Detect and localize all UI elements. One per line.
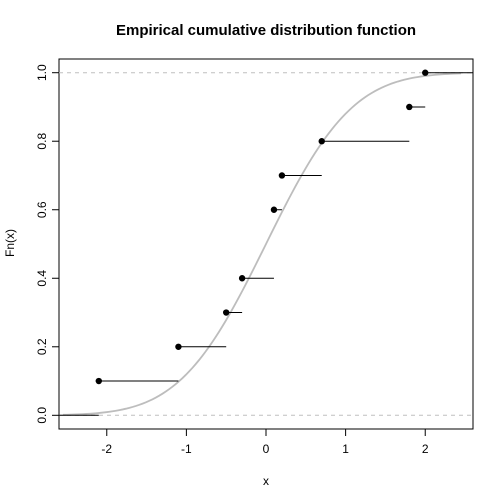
y-tick-label: 0.6: [35, 201, 49, 218]
step-point: [318, 138, 325, 145]
x-axis-label: x: [263, 474, 269, 488]
y-tick-label: 0.4: [35, 270, 49, 287]
x-tick-label: 1: [342, 442, 349, 456]
x-tick-label: -2: [101, 442, 112, 456]
step-points: [95, 69, 429, 385]
x-axis: -2 -1 0 1 2: [101, 429, 429, 456]
y-tick-label: 0.2: [35, 338, 49, 355]
step-point: [278, 172, 286, 179]
step-point: [238, 275, 246, 282]
chart-title: Empirical cumulative distribution functi…: [116, 22, 416, 39]
y-axis: 0.0 0.2 0.4 0.6 0.8 1.0: [35, 64, 59, 424]
step-point: [175, 343, 182, 350]
normal-cdf-curve: [62, 72, 462, 416]
step-point: [95, 377, 103, 385]
x-tick-label: 2: [422, 442, 429, 456]
step-point: [422, 69, 429, 76]
y-tick-label: 1.0: [35, 64, 49, 81]
reference-lines: [59, 72, 473, 416]
step-point: [406, 103, 413, 111]
reference-curve: [62, 72, 462, 416]
y-axis-label: Fn(x): [3, 229, 17, 257]
x-tick-label: 0: [263, 442, 270, 456]
y-tick-label: 0.0: [35, 407, 49, 424]
y-tick-label: 0.8: [35, 133, 49, 150]
step-point: [222, 309, 230, 316]
step-point: [270, 206, 278, 213]
x-tick-label: -1: [181, 442, 192, 456]
